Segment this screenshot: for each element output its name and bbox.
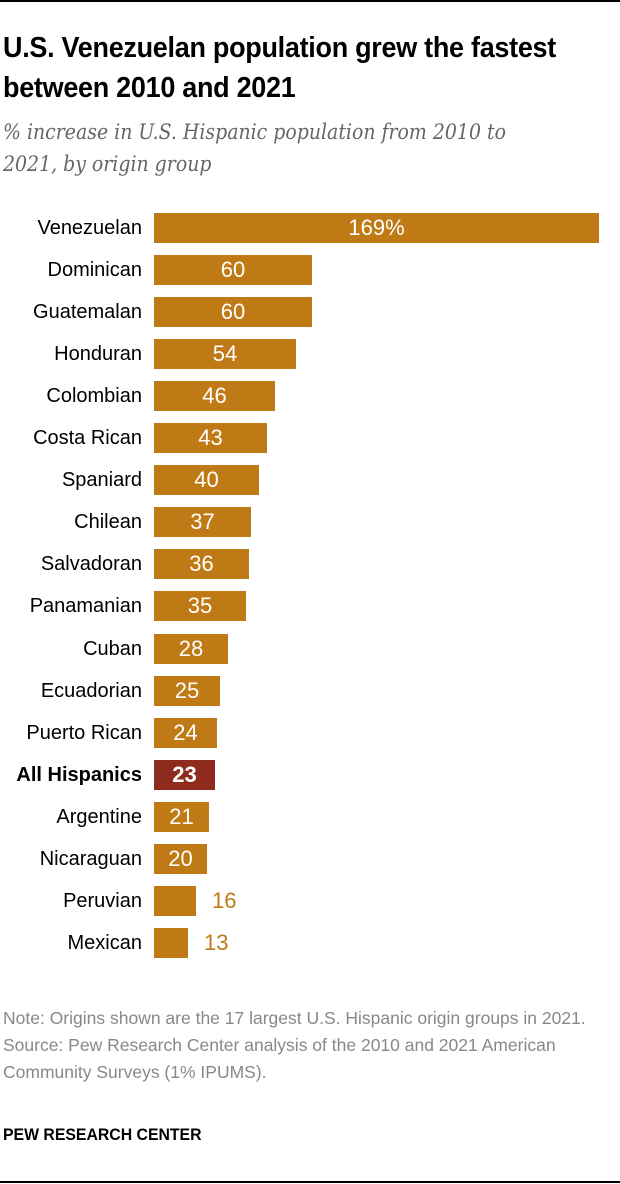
bottom-rule (0, 1181, 620, 1183)
category-label: Dominican (47, 259, 142, 281)
bar (154, 381, 275, 411)
bar-row: Salvadoran 36 (0, 549, 620, 579)
bar-row: Argentine 21 (0, 802, 620, 832)
category-label: All Hispanics (16, 764, 142, 786)
category-label: Chilean (74, 511, 142, 533)
bar (154, 844, 207, 874)
value-label: 24 (173, 720, 198, 745)
bar (154, 339, 296, 369)
bar-row: Dominican 60 (0, 255, 620, 285)
category-label: Panamanian (29, 595, 142, 617)
value-label: 20 (168, 846, 193, 871)
source-text: Source: Pew Research Center analysis of … (3, 1035, 556, 1082)
value-label: 169% (348, 215, 405, 240)
bar (154, 423, 267, 453)
category-label: Colombian (46, 385, 142, 407)
category-label: Honduran (54, 343, 142, 365)
value-label: 28 (178, 636, 204, 661)
bar (154, 297, 312, 327)
bar (154, 507, 251, 537)
bar-row: Venezuelan 169% (0, 213, 620, 243)
value-label: 23 (172, 762, 197, 787)
category-label: Mexican (67, 932, 142, 954)
category-label: Peruvian (63, 890, 142, 912)
value-label: 21 (169, 804, 194, 829)
bar (154, 634, 228, 664)
bar-row: Mexican 13 (0, 928, 620, 958)
bar-row: Spaniard 40 (0, 465, 620, 495)
chart-subtitle: % increase in U.S. Hispanic population f… (3, 120, 506, 176)
value-label: 46 (202, 383, 227, 408)
bar-highlight (154, 760, 215, 790)
value-label: 25 (174, 678, 200, 703)
category-label: Puerto Rican (26, 722, 142, 744)
bar (154, 718, 217, 748)
bar (154, 802, 209, 832)
bar-row: Guatemalan 60 (0, 297, 620, 327)
category-label: Cuban (83, 638, 142, 660)
value-label: 37 (190, 509, 215, 534)
bar (154, 928, 188, 958)
value-label: 54 (212, 341, 238, 366)
bar-row: Nicaraguan 20 (0, 844, 620, 874)
bar (154, 549, 249, 579)
value-label: 60 (220, 257, 246, 282)
category-label: Nicaraguan (39, 848, 142, 870)
bar (154, 465, 259, 495)
bar (154, 255, 312, 285)
footnote: Note: Origins shown are the 17 largest U… (3, 1005, 618, 1086)
value-label: 40 (194, 467, 219, 492)
bar (154, 591, 246, 621)
value-label: 35 (187, 593, 213, 618)
note-text: Note: Origins shown are the 17 largest U… (3, 1008, 586, 1028)
bar-row: Honduran 54 (0, 339, 620, 369)
bar (154, 676, 220, 706)
category-label: Ecuadorian (40, 680, 142, 702)
bar-row: Costa Rican 43 (0, 423, 620, 453)
bar (154, 213, 599, 243)
top-rule (0, 0, 620, 2)
brand-logo-text: PEW RESEARCH CENTER (3, 1125, 202, 1144)
bar-row: Ecuadorian 25 (0, 676, 620, 706)
value-label: 36 (189, 551, 214, 576)
bar (154, 886, 196, 916)
value-label: 43 (198, 425, 223, 450)
bar-row: Cuban 28 (0, 634, 620, 664)
category-label: Salvadoran (40, 553, 142, 575)
category-label: Venezuelan (37, 217, 142, 239)
value-label: 13 (204, 930, 229, 955)
category-label: Argentine (56, 806, 142, 828)
bar-row: Panamanian 35 (0, 591, 620, 621)
category-label: Guatemalan (33, 301, 142, 323)
bar-row: Colombian 46 (0, 381, 620, 411)
bar-row: Peruvian 16 (0, 886, 620, 916)
bar-row: Puerto Rican 24 (0, 718, 620, 748)
value-label: 60 (220, 299, 246, 324)
bar-row: All Hispanics 23 (0, 760, 620, 790)
bar-row: Chilean 37 (0, 507, 620, 537)
category-label: Costa Rican (33, 427, 142, 449)
value-label: 16 (212, 888, 237, 913)
chart-title: U.S. Venezuelan population grew the fast… (3, 32, 556, 104)
category-label: Spaniard (61, 469, 142, 491)
